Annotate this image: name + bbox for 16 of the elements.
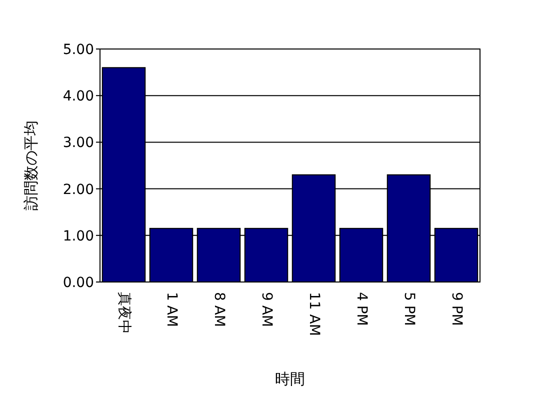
- y-tick-label: 5.00: [62, 42, 94, 58]
- y-tick-label: 2.00: [62, 182, 94, 198]
- x-tick-label: 1 AM: [163, 292, 180, 328]
- x-tick-label: 4 PM: [353, 292, 370, 326]
- x-tick-label: 真夜中: [116, 292, 132, 334]
- x-tick-label: 11 AM: [306, 292, 322, 336]
- y-axis-title: 訪問数の平均: [22, 120, 40, 210]
- y-tick-label: 1.00: [62, 228, 94, 244]
- y-tick-label: 0.00: [62, 275, 94, 291]
- x-axis-title: 時間: [275, 370, 305, 388]
- x-tick-label: 8 AM: [210, 292, 227, 328]
- x-tick-label: 5 PM: [400, 292, 417, 326]
- x-tick-label: 9 PM: [448, 292, 464, 326]
- y-tick-label: 4.00: [62, 88, 94, 105]
- x-tick-label: 9 AM: [258, 292, 274, 328]
- y-tick-label: 3.00: [62, 135, 94, 152]
